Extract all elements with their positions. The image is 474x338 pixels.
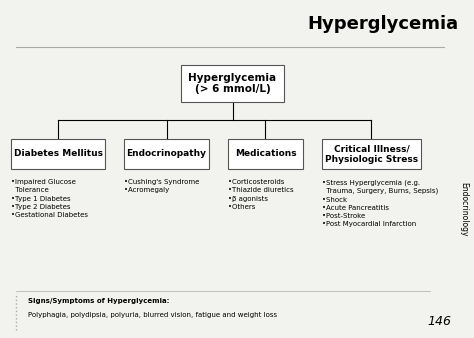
Text: Endocrinopathy: Endocrinopathy [127,149,207,159]
FancyBboxPatch shape [228,139,303,169]
FancyBboxPatch shape [181,65,284,102]
Text: •Corticosteroids
•Thiazide diuretics
•β agonists
•Others: •Corticosteroids •Thiazide diuretics •β … [228,179,293,210]
Text: Hyperglycemia
(> 6 mmol/L): Hyperglycemia (> 6 mmol/L) [189,73,276,94]
Text: Endocrinology: Endocrinology [460,182,469,237]
Text: Critical Illness/
Physiologic Stress: Critical Illness/ Physiologic Stress [325,144,418,164]
Text: •Cushing's Syndrome
•Acromegaly: •Cushing's Syndrome •Acromegaly [124,179,200,193]
FancyBboxPatch shape [11,139,105,169]
Text: •Impaired Glucose
  Tolerance
•Type 1 Diabetes
•Type 2 Diabetes
•Gestational Dia: •Impaired Glucose Tolerance •Type 1 Diab… [11,179,88,218]
Text: Polyphagia, polydipsia, polyuria, blurred vision, fatigue and weight loss: Polyphagia, polydipsia, polyuria, blurre… [27,312,277,318]
FancyBboxPatch shape [124,139,209,169]
Text: 146: 146 [428,315,451,328]
FancyBboxPatch shape [322,139,421,169]
Text: Hyperglycemia: Hyperglycemia [307,15,458,33]
Text: •Stress Hyperglycemia (e.g.
  Trauma, Surgery, Burns, Sepsis)
•Shock
•Acute Panc: •Stress Hyperglycemia (e.g. Trauma, Surg… [322,179,438,227]
Text: Signs/Symptoms of Hyperglycemia:: Signs/Symptoms of Hyperglycemia: [27,298,169,304]
Text: Diabetes Mellitus: Diabetes Mellitus [14,149,103,159]
Text: Medications: Medications [235,149,296,159]
